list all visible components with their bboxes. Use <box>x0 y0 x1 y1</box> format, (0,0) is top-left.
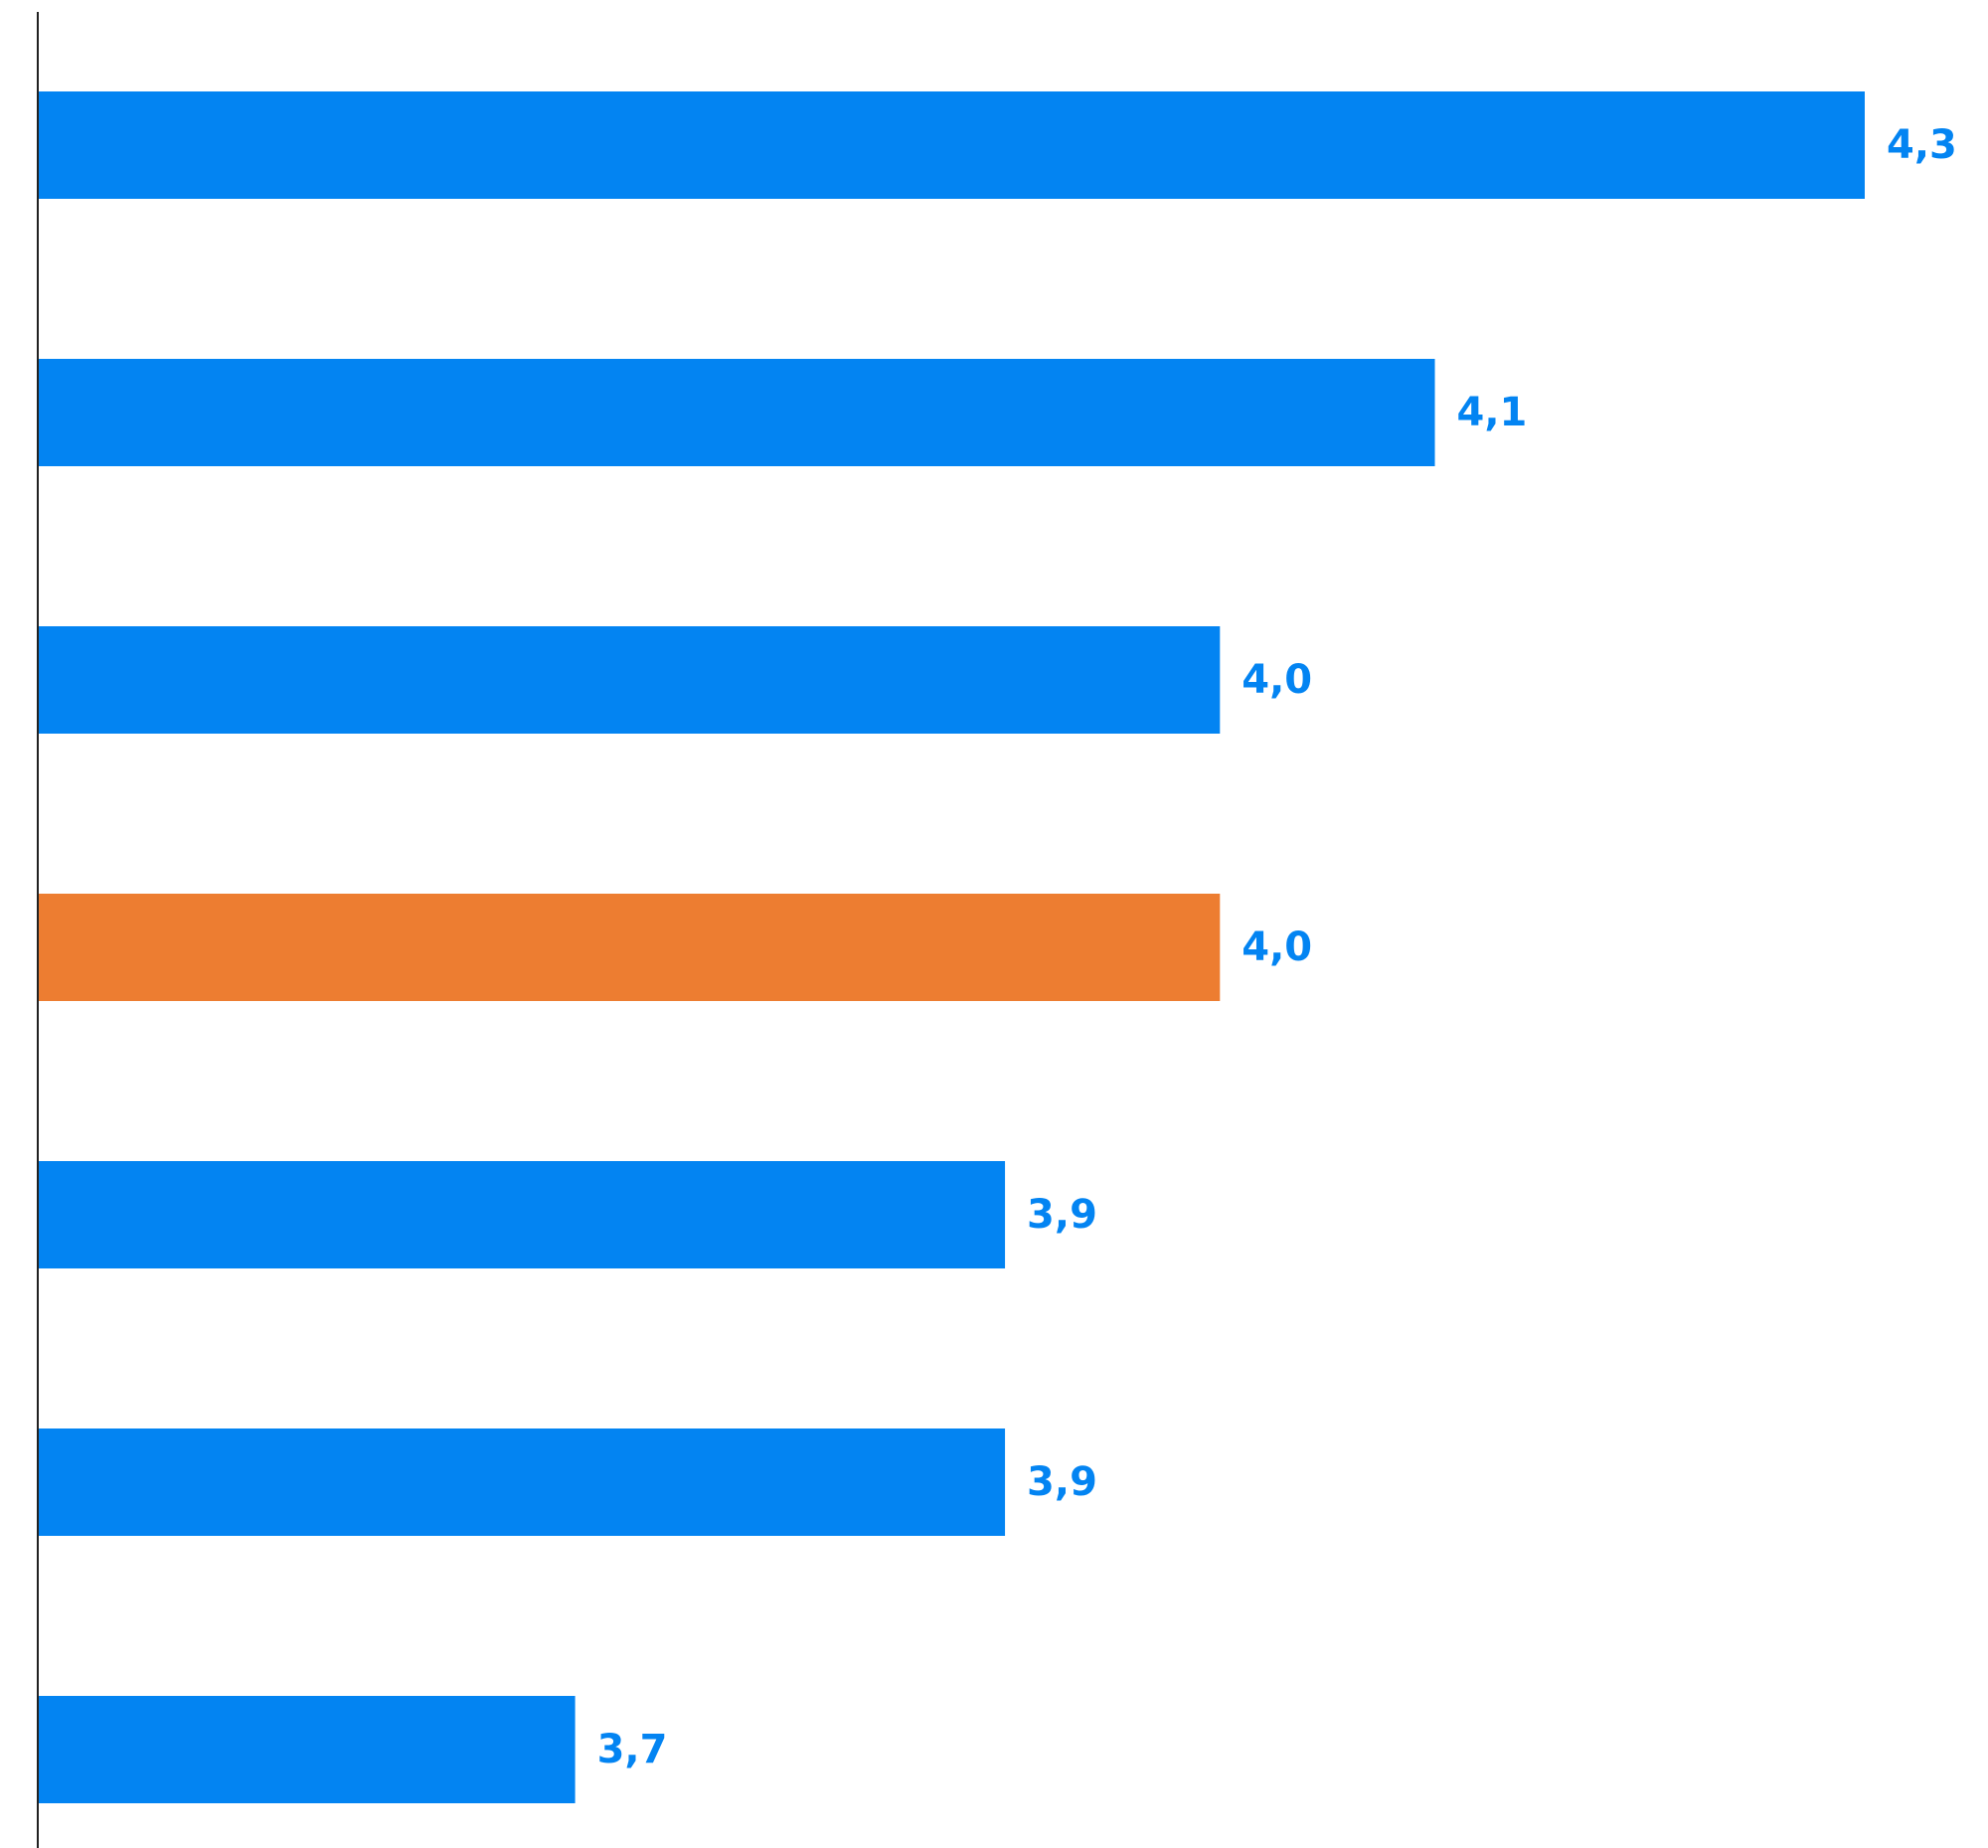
bar-value-label: 4,0 <box>1242 657 1312 703</box>
bar <box>38 359 1435 466</box>
bar-value-label: 3,7 <box>597 1727 668 1772</box>
bar <box>38 1428 1006 1536</box>
bar <box>38 1696 576 1803</box>
bar <box>38 91 1865 199</box>
bar-highlighted <box>38 894 1221 1001</box>
bar-value-label: 4,0 <box>1242 924 1312 970</box>
bar-value-label: 4,1 <box>1457 390 1528 435</box>
bars-group <box>38 91 1865 1803</box>
bar-value-label: 4,3 <box>1887 122 1957 168</box>
value-labels-group: 4,3 4,1 4,0 4,0 3,9 3,9 3,7 <box>597 122 1957 1772</box>
bar-value-label: 3,9 <box>1027 1459 1097 1505</box>
bar-value-label: 3,9 <box>1027 1192 1097 1238</box>
bar <box>38 1161 1006 1268</box>
bar <box>38 626 1221 734</box>
